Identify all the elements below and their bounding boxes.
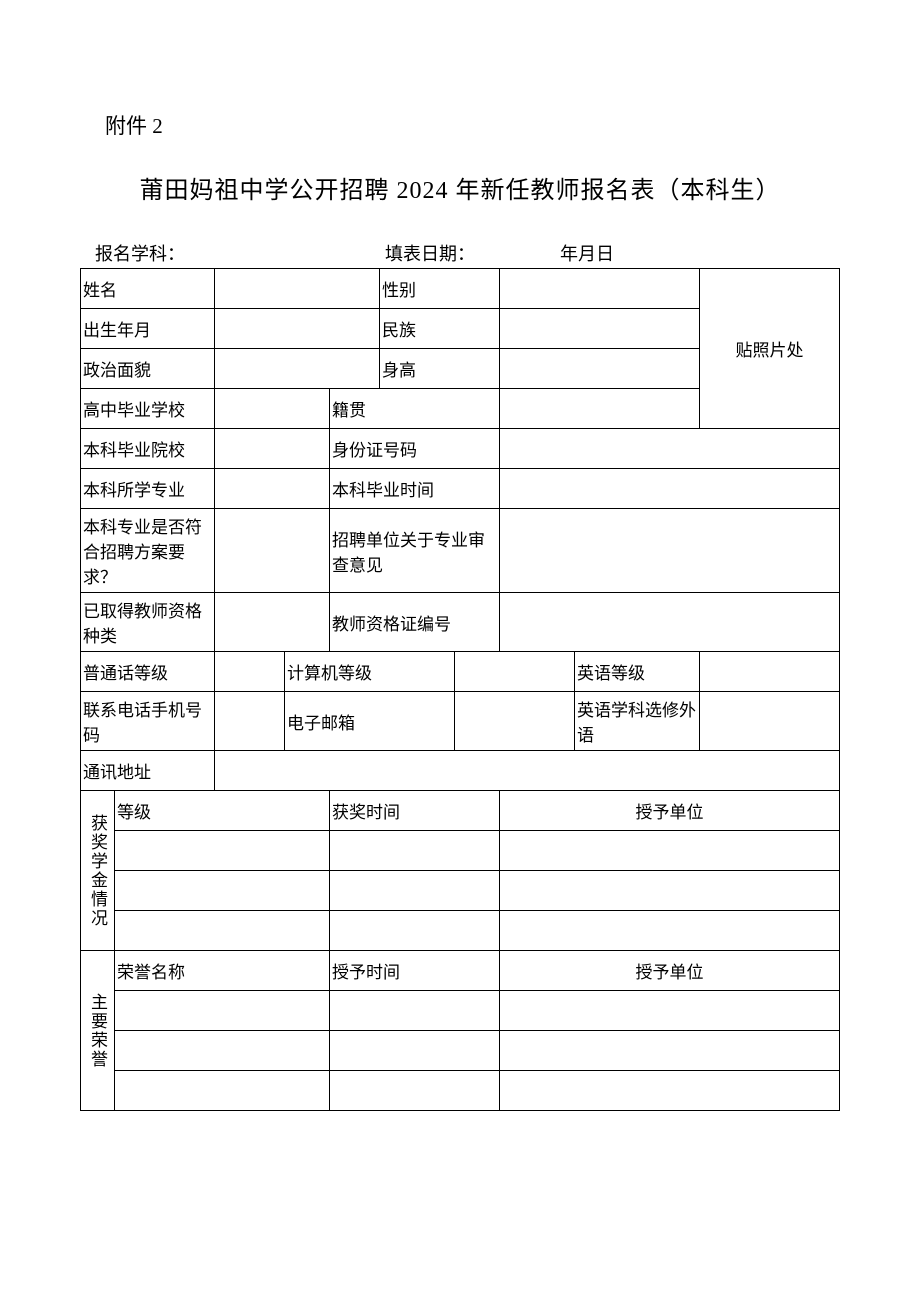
ethnicity-value[interactable] <box>500 309 700 349</box>
email-label: 电子邮箱 <box>285 692 455 751</box>
photo-cell: 贴照片处 <box>700 269 840 429</box>
teacher-cert-type-label: 已取得教师资格种类 <box>81 593 215 652</box>
height-value[interactable] <box>500 349 700 389</box>
unit-major-review-label: 招聘单位关于专业审查意见 <box>330 509 500 593</box>
scholarship-unit-2[interactable] <box>500 871 840 911</box>
birth-value[interactable] <box>215 309 380 349</box>
highschool-label: 高中毕业学校 <box>81 389 215 429</box>
computer-level-value[interactable] <box>455 652 575 692</box>
scholarship-level-2[interactable] <box>115 871 330 911</box>
subject-label: 报名学科： <box>95 240 385 266</box>
attachment-label: 附件 2 <box>105 110 840 140</box>
undergrad-major-value[interactable] <box>215 469 330 509</box>
honors-name-3[interactable] <box>115 1071 330 1111</box>
english-level-label: 英语等级 <box>575 652 700 692</box>
scholarship-unit-3[interactable] <box>500 911 840 951</box>
meta-row: 报名学科： 填表日期： 年月日 <box>80 240 840 266</box>
honors-unit-1[interactable] <box>500 991 840 1031</box>
mandarin-level-label: 普通话等级 <box>81 652 215 692</box>
name-label: 姓名 <box>81 269 215 309</box>
honors-unit-2[interactable] <box>500 1031 840 1071</box>
form-table: 姓名 性别 贴照片处 出生年月 民族 政治面貌 身高 高中毕业学校 籍贯 本科毕… <box>80 268 840 1111</box>
politics-value[interactable] <box>215 349 380 389</box>
ethnicity-label: 民族 <box>380 309 500 349</box>
teacher-cert-no-value[interactable] <box>500 593 840 652</box>
undergrad-school-value[interactable] <box>215 429 330 469</box>
teacher-cert-no-label: 教师资格证编号 <box>330 593 500 652</box>
phone-value[interactable] <box>215 692 285 751</box>
form-title: 莆田妈祖中学公开招聘 2024 年新任教师报名表（本科生） <box>80 170 840 205</box>
undergrad-major-label: 本科所学专业 <box>81 469 215 509</box>
gender-value[interactable] <box>500 269 700 309</box>
honors-col-name: 荣誉名称 <box>115 951 330 991</box>
phone-label: 联系电话手机号码 <box>81 692 215 751</box>
honors-section-label: 主要荣誉 <box>81 951 115 1111</box>
highschool-value[interactable] <box>215 389 330 429</box>
email-value[interactable] <box>455 692 575 751</box>
address-label: 通讯地址 <box>81 751 215 791</box>
scholarship-section-label: 获奖学金情况 <box>81 791 115 951</box>
mandarin-level-value[interactable] <box>215 652 285 692</box>
scholarship-col-time: 获奖时间 <box>330 791 500 831</box>
gender-label: 性别 <box>380 269 500 309</box>
honors-name-1[interactable] <box>115 991 330 1031</box>
computer-level-label: 计算机等级 <box>285 652 455 692</box>
scholarship-level-3[interactable] <box>115 911 330 951</box>
date-value: 年月日 <box>560 240 614 266</box>
name-value[interactable] <box>215 269 380 309</box>
scholarship-col-unit: 授予单位 <box>500 791 840 831</box>
scholarship-time-1[interactable] <box>330 831 500 871</box>
major-meets-req-label: 本科专业是否符合招聘方案要求？ <box>81 509 215 593</box>
honors-time-1[interactable] <box>330 991 500 1031</box>
native-place-value[interactable] <box>500 389 700 429</box>
major-meets-req-value[interactable] <box>215 509 330 593</box>
scholarship-level-1[interactable] <box>115 831 330 871</box>
date-label: 填表日期： <box>385 240 560 266</box>
honors-name-2[interactable] <box>115 1031 330 1071</box>
id-number-label: 身份证号码 <box>330 429 500 469</box>
id-number-value[interactable] <box>500 429 840 469</box>
honors-time-3[interactable] <box>330 1071 500 1111</box>
scholarship-time-2[interactable] <box>330 871 500 911</box>
honors-time-2[interactable] <box>330 1031 500 1071</box>
birth-label: 出生年月 <box>81 309 215 349</box>
honors-col-time: 授予时间 <box>330 951 500 991</box>
teacher-cert-type-value[interactable] <box>215 593 330 652</box>
undergrad-school-label: 本科毕业院校 <box>81 429 215 469</box>
english-level-value[interactable] <box>700 652 840 692</box>
english-elective-label: 英语学科选修外语 <box>575 692 700 751</box>
address-value[interactable] <box>215 751 840 791</box>
undergrad-grad-time-value[interactable] <box>500 469 840 509</box>
honors-col-unit: 授予单位 <box>500 951 840 991</box>
unit-major-review-value[interactable] <box>500 509 840 593</box>
scholarship-col-level: 等级 <box>115 791 330 831</box>
politics-label: 政治面貌 <box>81 349 215 389</box>
scholarship-unit-1[interactable] <box>500 831 840 871</box>
undergrad-grad-time-label: 本科毕业时间 <box>330 469 500 509</box>
scholarship-time-3[interactable] <box>330 911 500 951</box>
english-elective-value[interactable] <box>700 692 840 751</box>
native-place-label: 籍贯 <box>330 389 500 429</box>
height-label: 身高 <box>380 349 500 389</box>
honors-unit-3[interactable] <box>500 1071 840 1111</box>
